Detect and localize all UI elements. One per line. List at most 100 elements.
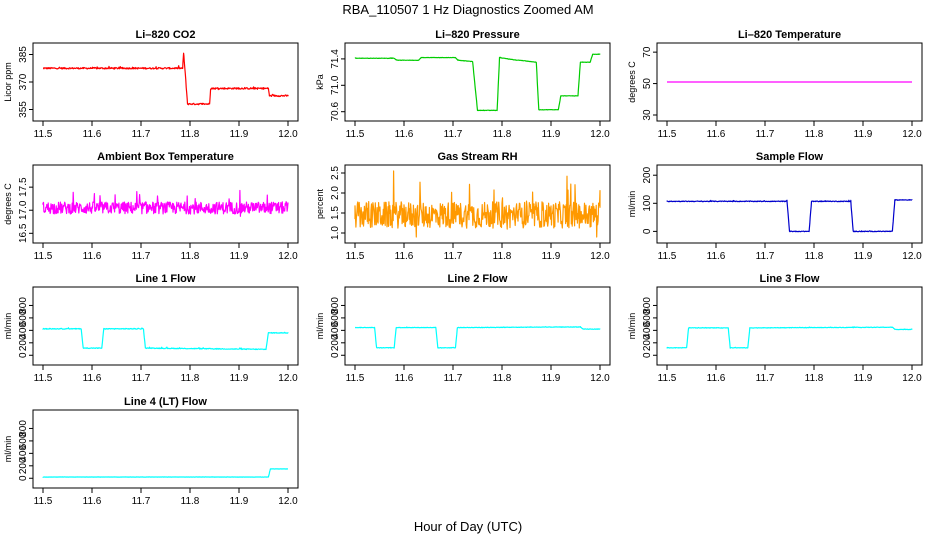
y-tick-label-co2-0: 355 bbox=[18, 101, 29, 118]
x-tick-label-line4-0: 11.5 bbox=[34, 496, 53, 507]
x-tick-label-line2-3: 11.8 bbox=[493, 373, 512, 384]
series-line-line1-0 bbox=[43, 328, 288, 350]
panel-title-sample: Sample Flow bbox=[756, 151, 824, 163]
y-axis-label-ambient: degrees C bbox=[3, 183, 13, 225]
y-axis-label-sample: ml/min bbox=[627, 191, 637, 218]
y-tick-label-line2-4: 800 bbox=[330, 297, 341, 314]
x-tick-label-line1-0: 11.5 bbox=[34, 373, 53, 384]
x-tick-label-line2-5: 12.0 bbox=[590, 373, 610, 384]
x-tick-label-rh-0: 11.5 bbox=[346, 251, 365, 262]
x-tick-label-ambient-4: 11.9 bbox=[230, 251, 249, 262]
x-tick-label-line2-0: 11.5 bbox=[346, 373, 365, 384]
x-tick-label-rh-1: 11.6 bbox=[395, 251, 414, 262]
x-tick-label-pressure-2: 11.7 bbox=[444, 129, 463, 140]
x-tick-label-line3-2: 11.7 bbox=[756, 373, 775, 384]
y-tick-label-sample-2: 200 bbox=[642, 166, 653, 183]
plot-frame-line4 bbox=[33, 410, 298, 488]
series-line-co2-0 bbox=[43, 53, 288, 104]
y-tick-label-co2-1: 370 bbox=[18, 73, 29, 90]
x-tick-label-co2-4: 11.9 bbox=[230, 129, 249, 140]
x-tick-label-line4-2: 11.7 bbox=[132, 496, 151, 507]
x-tick-label-temperature-2: 11.7 bbox=[756, 129, 775, 140]
y-tick-label-line4-0: 0 bbox=[18, 475, 29, 481]
series-line-pressure-0 bbox=[355, 54, 600, 111]
panel-pressure: Li–820 Pressure11.5 11.6 11.7 11.8 11.9 12.07… bbox=[315, 29, 610, 140]
plot-frame-line1 bbox=[33, 287, 298, 365]
x-tick-label-line3-0: 11.5 bbox=[658, 373, 677, 384]
x-tick-label-pressure-4: 11.9 bbox=[542, 129, 561, 140]
x-tick-label-line4-5: 12.0 bbox=[278, 496, 298, 507]
x-tick-label-temperature-4: 11.9 bbox=[854, 129, 873, 140]
panel-title-ambient: Ambient Box Temperature bbox=[97, 151, 234, 163]
x-tick-label-line1-2: 11.7 bbox=[132, 373, 151, 384]
x-tick-label-line4-1: 11.6 bbox=[83, 496, 102, 507]
x-tick-label-temperature-3: 11.8 bbox=[805, 129, 824, 140]
x-tick-label-pressure-5: 12.0 bbox=[590, 129, 610, 140]
y-axis-label-temperature: degrees C bbox=[627, 61, 637, 103]
x-tick-label-sample-4: 11.9 bbox=[854, 251, 873, 262]
x-tick-label-ambient-5: 12.0 bbox=[278, 251, 298, 262]
panel-ambient: Ambient Box Temperature 11.5 11.6 11.7 11.8 1… bbox=[3, 151, 298, 262]
x-tick-label-line4-4: 11.9 bbox=[230, 496, 249, 507]
y-tick-label-temperature-2: 70 bbox=[642, 46, 653, 58]
y-axis-label-line1: ml/min bbox=[3, 313, 13, 340]
panel-line2: Line 2 Flow 11.5 11.6 11.7 11.8 11.9 12.0 02004… bbox=[315, 273, 610, 384]
y-tick-label-sample-0: 0 bbox=[642, 228, 653, 234]
diagnostics-figure: RBA_110507 1 Hz Diagnostics Zoomed AM Li… bbox=[0, 0, 936, 540]
panel-co2: Li–820 CO211.5 11.6 11.7 11.8 11.9 12.0355370… bbox=[3, 29, 298, 140]
x-tick-label-line3-4: 11.9 bbox=[854, 373, 873, 384]
y-tick-label-ambient-2: 17.5 bbox=[18, 177, 29, 197]
y-tick-label-line3-0: 0 bbox=[642, 352, 653, 358]
x-tick-label-line2-2: 11.7 bbox=[444, 373, 463, 384]
y-tick-label-temperature-1: 50 bbox=[642, 78, 653, 90]
series-line-line2-0 bbox=[355, 327, 600, 348]
y-tick-label-ambient-1: 17.0 bbox=[18, 200, 29, 220]
y-tick-label-ambient-0: 16.5 bbox=[18, 223, 29, 243]
x-tick-label-rh-2: 11.7 bbox=[444, 251, 463, 262]
x-tick-label-co2-0: 11.5 bbox=[34, 129, 53, 140]
y-axis-label-pressure: kPa bbox=[315, 74, 325, 90]
x-tick-label-rh-4: 11.9 bbox=[542, 251, 561, 262]
panel-line4: Line 4 (LT) Flow 11.5 11.6 11.7 11.8 11.9 12.0… bbox=[3, 396, 298, 507]
panel-title-temperature: Li–820 Temperature bbox=[738, 29, 841, 41]
x-tick-label-co2-5: 12.0 bbox=[278, 129, 298, 140]
x-tick-label-pressure-3: 11.8 bbox=[493, 129, 512, 140]
x-tick-label-pressure-0: 11.5 bbox=[346, 129, 365, 140]
x-tick-label-pressure-1: 11.6 bbox=[395, 129, 414, 140]
series-line-line3-0 bbox=[667, 327, 912, 348]
y-tick-label-co2-2: 385 bbox=[18, 46, 29, 63]
x-tick-label-line1-5: 12.0 bbox=[278, 373, 298, 384]
y-tick-label-rh-1: 1.5 bbox=[330, 206, 341, 220]
x-tick-label-temperature-5: 12.0 bbox=[902, 129, 922, 140]
x-tick-label-sample-0: 11.5 bbox=[658, 251, 677, 262]
y-tick-label-pressure-0: 70.6 bbox=[330, 102, 341, 122]
x-tick-label-sample-1: 11.6 bbox=[707, 251, 726, 262]
series-line-line4-0 bbox=[43, 469, 288, 477]
panel-sample: Sample Flow 11.5 11.6 11.7 11.8 11.9 12.0 0 100 2… bbox=[627, 151, 922, 262]
panel-rh: Gas Stream RH 11.5 11.6 11.7 11.8 11.9 12.0 1.0… bbox=[315, 151, 610, 262]
x-tick-label-sample-2: 11.7 bbox=[756, 251, 775, 262]
x-tick-label-line3-3: 11.8 bbox=[805, 373, 824, 384]
y-tick-label-rh-2: 2.0 bbox=[330, 186, 341, 200]
x-tick-label-line4-3: 11.8 bbox=[181, 496, 200, 507]
y-axis-label-line4: ml/min bbox=[3, 436, 13, 463]
y-tick-label-pressure-2: 71.4 bbox=[330, 49, 341, 69]
x-tick-label-line1-4: 11.9 bbox=[230, 373, 249, 384]
y-axis-label-line2: ml/min bbox=[315, 313, 325, 340]
panel-title-line2: Line 2 Flow bbox=[448, 273, 508, 285]
y-tick-label-rh-3: 2.5 bbox=[330, 166, 341, 180]
y-axis-label-line3: ml/min bbox=[627, 313, 637, 340]
plot-frame-line2 bbox=[345, 287, 610, 365]
panel-title-co2: Li–820 CO2 bbox=[136, 29, 196, 41]
series-line-sample-0 bbox=[667, 200, 912, 232]
y-tick-label-temperature-0: 30 bbox=[642, 109, 653, 121]
y-axis-label-co2: Licor ppm bbox=[3, 62, 13, 102]
x-tick-label-sample-3: 11.8 bbox=[805, 251, 824, 262]
x-tick-label-line3-1: 11.6 bbox=[707, 373, 726, 384]
panel-title-line3: Line 3 Flow bbox=[760, 273, 820, 285]
y-tick-label-line1-0: 0 bbox=[18, 352, 29, 358]
plot-frame-co2 bbox=[33, 43, 298, 121]
y-tick-label-sample-1: 100 bbox=[642, 195, 653, 212]
y-tick-label-rh-0: 1.0 bbox=[330, 226, 341, 240]
x-tick-label-rh-3: 11.8 bbox=[493, 251, 512, 262]
